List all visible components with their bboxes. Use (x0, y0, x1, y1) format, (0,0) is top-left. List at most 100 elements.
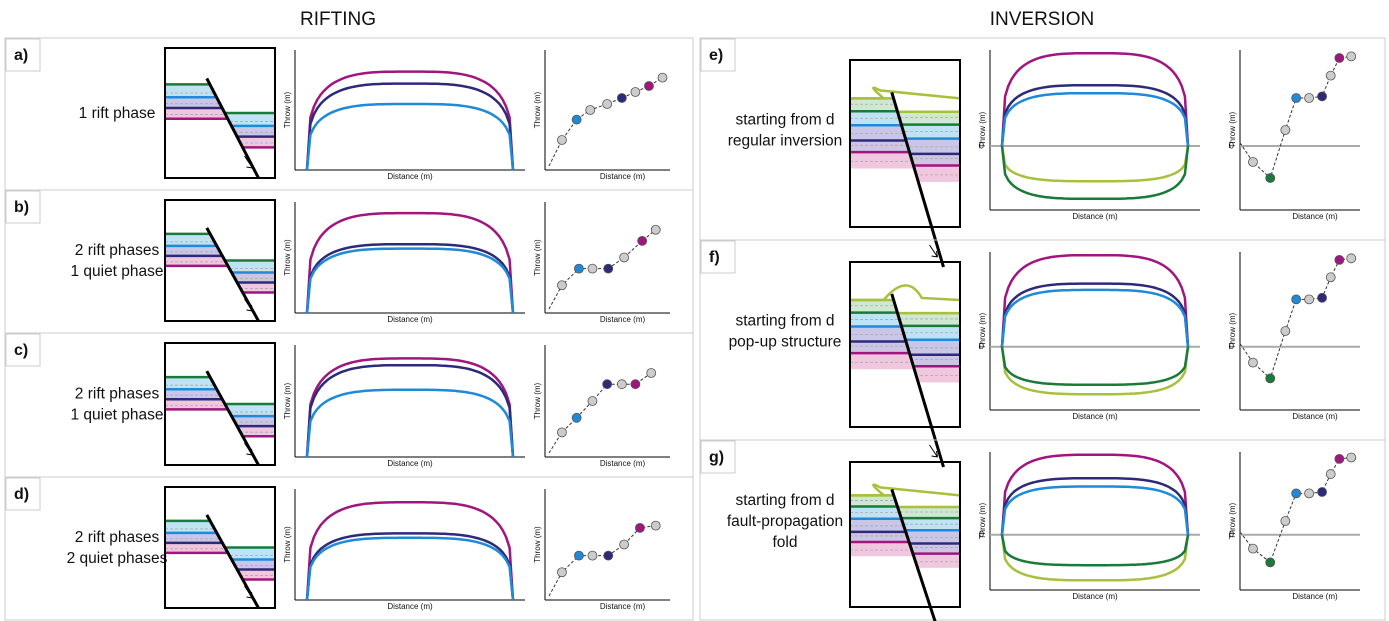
x-axis-label: Distance (m) (387, 315, 433, 324)
dot (617, 380, 626, 389)
dot (1335, 54, 1344, 63)
panel-label: f) (709, 249, 720, 266)
x-axis-label: Distance (m) (387, 459, 433, 468)
y-axis-label: Throw (m) (533, 526, 542, 563)
panel-description: 1 rift phase (79, 105, 156, 122)
throw-curve (1002, 255, 1188, 347)
dot (651, 521, 660, 530)
dot (557, 428, 566, 437)
dot (1292, 94, 1301, 103)
dot (1266, 374, 1275, 383)
panel-description: 2 rift phases (75, 242, 160, 259)
x-axis-label: Distance (m) (1072, 212, 1118, 221)
dot (620, 540, 629, 549)
dot (620, 253, 629, 262)
zero-label: 0 (1229, 529, 1234, 539)
y-axis-label: Throw (m) (283, 526, 292, 563)
dot (1305, 94, 1314, 103)
x-axis-label: Distance (m) (1292, 412, 1338, 421)
zero-label: 0 (979, 341, 984, 351)
panel-label: b) (14, 199, 29, 216)
zero-label: 0 (979, 140, 984, 150)
dot (647, 369, 656, 378)
dot (1347, 52, 1356, 61)
throw-curve (307, 502, 513, 600)
zero-label: 0 (979, 529, 984, 539)
panel-label: a) (14, 47, 28, 64)
layer-fill (165, 569, 275, 579)
layer-fill (165, 282, 275, 292)
dot (1326, 470, 1335, 479)
dot (574, 264, 583, 273)
dot (1266, 174, 1275, 183)
panel-description: starting from d (735, 492, 834, 509)
throw-curve (307, 104, 513, 170)
dot (1326, 71, 1335, 80)
layer-fill (165, 559, 275, 569)
throw-curve (1002, 347, 1188, 385)
layer-fill (165, 272, 275, 282)
dot (1347, 254, 1356, 263)
dot (586, 106, 595, 115)
layer-fill (165, 137, 275, 148)
zero-label: 0 (1229, 140, 1234, 150)
x-axis-label: Distance (m) (600, 602, 646, 611)
throw-curve (307, 72, 513, 170)
panel-label: c) (14, 342, 28, 359)
dot (604, 264, 613, 273)
layer-fill (165, 521, 275, 533)
panel-description: fault-propagation (727, 513, 843, 530)
panel-description: pop-up structure (729, 334, 842, 351)
x-axis-label: Distance (m) (387, 602, 433, 611)
x-axis-label: Distance (m) (600, 172, 646, 181)
panel-description: 1 quiet phase (70, 263, 163, 280)
throw-curve (1002, 455, 1188, 535)
x-axis-label: Distance (m) (1072, 592, 1118, 601)
panel-description: 2 rift phases (75, 386, 160, 403)
throw-curve (307, 390, 513, 457)
trend (549, 78, 663, 166)
dot (604, 551, 613, 560)
dot (638, 236, 647, 245)
fold-top (850, 88, 960, 99)
fold-top (850, 285, 960, 300)
dot (557, 568, 566, 577)
dot (1318, 92, 1327, 101)
dot (1305, 295, 1314, 304)
layer-fill (165, 126, 275, 137)
y-axis-label: Throw (m) (533, 382, 542, 419)
panel-description: regular inversion (728, 133, 843, 150)
dot (588, 551, 597, 560)
dot (631, 380, 640, 389)
throw-curve (307, 365, 513, 457)
dot (1318, 488, 1327, 497)
y-axis-label: Throw (m) (283, 91, 292, 128)
panel-description: starting from d (735, 112, 834, 129)
throw-curve (307, 84, 513, 170)
throw-curve (1002, 146, 1188, 181)
dot (635, 523, 644, 532)
figure: RIFTING INVERSION a)1 rift phaseDistance… (0, 0, 1389, 621)
panel-description: fold (773, 534, 798, 551)
layer-fill (850, 495, 960, 506)
throw-curve (307, 213, 513, 313)
panel-frame (5, 190, 693, 333)
panel-description: 1 quiet phase (70, 407, 163, 424)
zero-label: 0 (1229, 341, 1234, 351)
dot (617, 94, 626, 103)
dot (1347, 453, 1356, 462)
layer-fill (850, 98, 960, 111)
dot (1248, 358, 1257, 367)
throw-curve (1002, 487, 1188, 535)
dot (572, 115, 581, 124)
fold-top (850, 485, 960, 496)
dot (1281, 517, 1290, 526)
dot (603, 380, 612, 389)
x-axis-label: Distance (m) (1072, 412, 1118, 421)
dot (557, 281, 566, 290)
dot (1335, 454, 1344, 463)
dot (1292, 295, 1301, 304)
dot (588, 397, 597, 406)
dot (1248, 544, 1257, 553)
dot (651, 225, 660, 234)
